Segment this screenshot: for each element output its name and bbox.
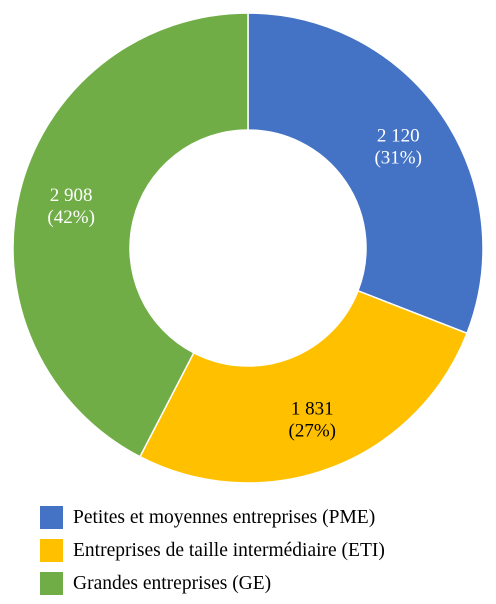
legend-item-ge: Grandes entreprises (GE) — [40, 567, 385, 600]
slice-percent-pme: (31%) — [374, 147, 421, 168]
slice-label-pme: 2 120 (31%) — [374, 125, 421, 168]
legend-label-ge: Grandes entreprises (GE) — [73, 572, 272, 594]
legend-swatch-eti — [40, 539, 63, 562]
legend-swatch-pme — [40, 506, 63, 529]
legend-swatch-ge — [40, 572, 63, 595]
donut-slices — [12, 12, 484, 484]
slice-percent-eti: (27%) — [289, 420, 336, 441]
slice-value-pme: 2 120 — [377, 125, 420, 146]
donut-slice-pme — [247, 12, 484, 335]
slice-value-eti: 1 831 — [291, 398, 334, 419]
donut-slice-eti — [138, 289, 468, 484]
legend-item-pme: Petites et moyennes entreprises (PME) — [40, 501, 385, 534]
slice-percent-ge: (42%) — [47, 207, 94, 228]
legend: Petites et moyennes entreprises (PME) En… — [40, 501, 385, 600]
slice-label-eti: 1 831 (27%) — [289, 398, 336, 441]
donut-chart: 2 120 (31%) 1 831 (27%) 2 908 (42%) — [12, 12, 484, 484]
legend-item-eti: Entreprises de taille intermédiaire (ETI… — [40, 534, 385, 567]
slice-label-ge: 2 908 (42%) — [47, 185, 94, 228]
legend-label-eti: Entreprises de taille intermédiaire (ETI… — [73, 539, 385, 561]
slice-value-ge: 2 908 — [50, 185, 93, 206]
donut-slice-ge — [12, 12, 249, 458]
legend-label-pme: Petites et moyennes entreprises (PME) — [73, 506, 376, 528]
slice-labels: 2 120 (31%) 1 831 (27%) 2 908 (42%) — [47, 125, 422, 441]
